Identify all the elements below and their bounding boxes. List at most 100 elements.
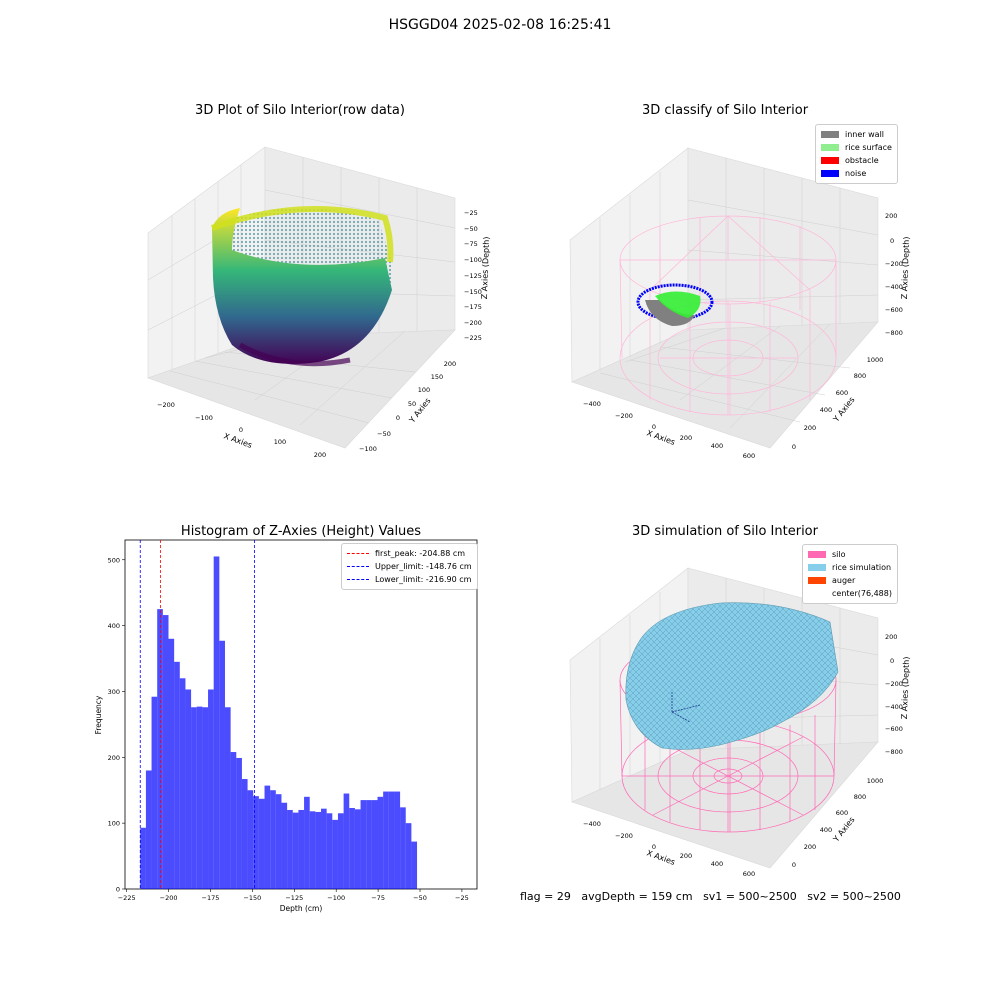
histogram-bar	[383, 791, 389, 889]
histogram-ytick-label: 400	[108, 622, 120, 630]
panel4-title: 3D simulation of Silo Interior	[632, 524, 818, 539]
footer-flag: flag = 29	[520, 890, 571, 903]
histogram-bar	[151, 696, 158, 889]
histogram-bar	[326, 813, 333, 889]
p1-ytick: 0	[396, 414, 400, 422]
histogram-xtick-label: −125	[285, 894, 303, 902]
panel4-pane-floor	[571, 741, 879, 869]
legend-entry-obstacle: obstacle	[821, 154, 892, 167]
panel4-legend: silo rice simulation auger center(76,488…	[802, 544, 898, 604]
histogram-bar	[332, 819, 338, 889]
histogram-bar	[287, 809, 293, 889]
panel2-3d-classify: −400 −200 0 200 400 600 0 200 400 600 80…	[569, 147, 911, 460]
p2-ytick: 400	[820, 406, 832, 414]
histogram-bar	[185, 689, 192, 889]
legend-swatch	[808, 551, 826, 558]
legend-line	[347, 579, 369, 580]
legend-swatch	[821, 157, 839, 164]
histogram-bar	[343, 793, 350, 889]
footer-sv2: sv2 = 500~2500	[807, 890, 901, 903]
figure-title: HSGGD04 2025-02-08 16:25:41	[388, 17, 612, 33]
p4-xtick: 600	[743, 870, 755, 878]
p1-xlabel: X Axies	[222, 431, 253, 450]
p4-ztick: 200	[885, 633, 897, 641]
histogram-bar	[140, 827, 146, 889]
legend-line	[347, 566, 369, 567]
legend-label: auger	[832, 576, 856, 585]
p4-ytick: 600	[836, 809, 848, 817]
legend-label: Upper_limit: -148.76 cm	[375, 562, 472, 571]
p2-xtick: 0	[652, 423, 656, 431]
p1-ytick: 100	[418, 386, 430, 394]
histogram-ytick-label: 0	[116, 886, 120, 894]
histogram-xlabel: Depth (cm)	[280, 904, 323, 913]
panel2-title: 3D classify of Silo Interior	[641, 103, 809, 118]
histogram-bar	[241, 779, 248, 889]
p2-ztick: 200	[885, 212, 897, 220]
histogram-bar	[230, 752, 237, 889]
legend-label: noise	[845, 169, 867, 178]
histogram-bar	[264, 785, 271, 889]
histogram-bar	[405, 823, 412, 889]
panel2-inner-wall-cluster	[645, 300, 695, 326]
p1-ytick: 150	[431, 373, 443, 381]
legend-swatch	[808, 590, 826, 597]
histogram-ylabel: Frequency	[94, 695, 103, 734]
p2-ztick: 0	[890, 237, 894, 245]
histogram-bar	[360, 800, 367, 889]
histogram-bar	[196, 706, 203, 889]
histogram-bar	[224, 707, 231, 889]
legend-entry-center: center(76,488)	[808, 587, 892, 600]
p1-ztick: −225	[464, 334, 482, 342]
p4-xtick: −400	[583, 820, 601, 828]
histogram-bar	[388, 791, 395, 889]
footer-stats: flag = 29 avgDepth = 159 cm sv1 = 500~25…	[520, 890, 901, 903]
histogram-xtick-label: −150	[243, 894, 261, 902]
p4-xlabel: X Axies	[645, 848, 676, 867]
legend-label: silo	[832, 550, 846, 559]
histogram-xtick-label: −50	[413, 894, 427, 902]
histogram-bar	[253, 796, 259, 889]
legend-entry-noise: noise	[821, 167, 892, 180]
histogram-xtick-label: −75	[371, 894, 385, 902]
histogram-bar	[145, 770, 152, 889]
p4-ztick: 0	[890, 657, 894, 665]
panel1-cloud-bottom	[238, 342, 351, 367]
histogram-bar	[179, 678, 186, 889]
p2-xtick: 600	[743, 452, 755, 460]
legend-entry-rice-surface: rice surface	[821, 141, 892, 154]
legend-swatch	[821, 131, 839, 138]
p2-ylabel: Y Axies	[831, 395, 857, 424]
legend-entry-rice-simulation: rice simulation	[808, 561, 892, 574]
p4-ytick: 0	[792, 861, 796, 869]
p1-xtick: −100	[195, 414, 213, 422]
legend-entry-first-peak: first_peak: -204.88 cm	[347, 547, 472, 560]
legend-label: Lower_limit: -216.90 cm	[375, 575, 472, 584]
histogram-bar	[337, 813, 344, 889]
p4-ytick: 1000	[867, 777, 884, 785]
p1-xtick: 200	[314, 451, 326, 459]
p1-ytick: 50	[408, 400, 416, 408]
histogram-bar	[213, 556, 220, 889]
legend-entry-auger: auger	[808, 574, 892, 587]
legend-swatch	[821, 170, 839, 177]
histogram-bar	[366, 800, 372, 889]
p2-ytick: 600	[836, 389, 848, 397]
p2-xtick: 400	[711, 442, 723, 450]
histogram-bar	[236, 757, 242, 889]
p1-xtick: 0	[239, 426, 243, 434]
p2-ytick: 800	[854, 372, 866, 380]
p2-ytick: 1000	[867, 356, 884, 364]
panel4-3d-simulation: −400 −200 0 200 400 600 0 200 400 600 80…	[569, 567, 911, 878]
panel1-title: 3D Plot of Silo Interior(row data)	[195, 103, 405, 118]
histogram-xtick-label: −25	[455, 894, 469, 902]
histogram-bar	[309, 811, 316, 889]
p1-ytick: −50	[377, 430, 391, 438]
legend-label: rice simulation	[832, 563, 892, 572]
histogram-bar	[371, 800, 378, 889]
p2-ztick: −400	[885, 283, 903, 291]
histogram-bar	[411, 841, 418, 889]
panel4-auger	[671, 692, 701, 723]
p1-ztick: −100	[464, 256, 482, 264]
p4-ztick: −600	[885, 725, 903, 733]
